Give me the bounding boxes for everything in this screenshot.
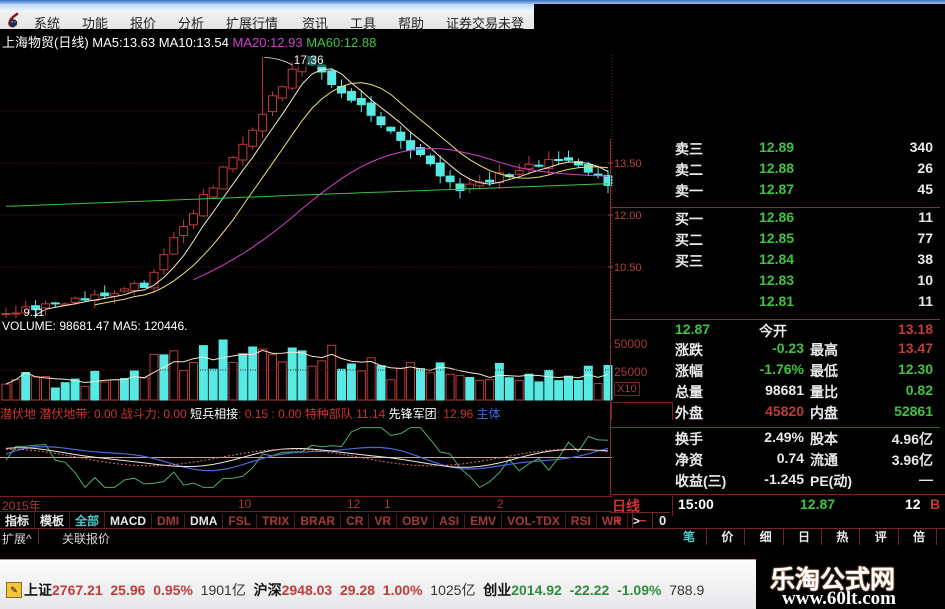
svg-text:10.50: 10.50 [614,262,642,274]
svg-text:17.36: 17.36 [294,55,324,67]
svg-text:9.11: 9.11 [24,307,45,318]
svg-text:13.50: 13.50 [614,158,642,170]
svg-text:12.00: 12.00 [614,210,642,222]
